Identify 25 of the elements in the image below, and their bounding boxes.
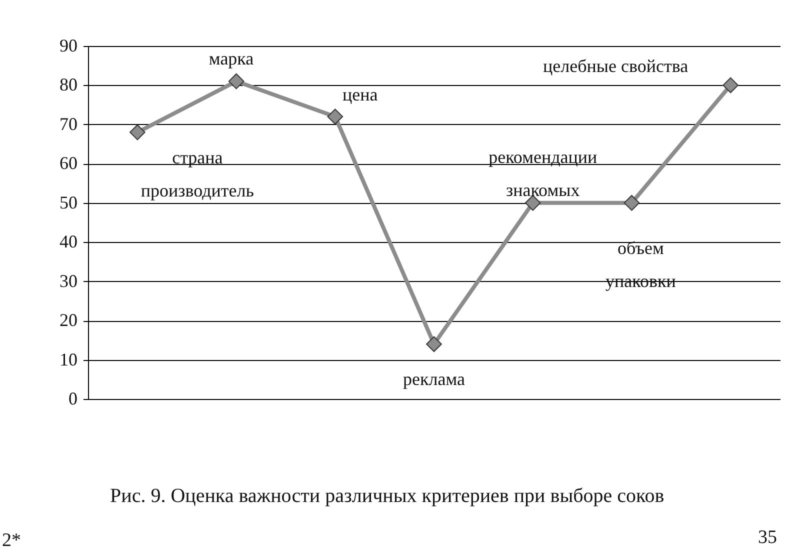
y-tick-label: 70: [60, 114, 78, 134]
y-tick-label: 0: [68, 388, 78, 408]
y-tick-label: 50: [60, 192, 78, 212]
point: [228, 73, 244, 90]
y-tick-label: 20: [60, 310, 78, 330]
text: 35: [758, 527, 777, 549]
annotation: реклама: [403, 369, 465, 390]
y-tick-label: 60: [60, 153, 78, 174]
annotation: цена: [342, 84, 378, 105]
annotation: марка: [208, 48, 254, 68]
y-tick-label: 30: [60, 270, 78, 291]
annotation: рекомендации знакомых: [488, 146, 598, 200]
y-tick-label: 80: [60, 74, 78, 95]
point: [722, 77, 738, 94]
y-tick-label: 40: [60, 232, 78, 252]
y-tick-label: 90: [60, 36, 78, 56]
point: [327, 108, 344, 125]
text: Рис. 9. Оценка важности различных критериев при выборе соков: [110, 485, 664, 508]
y-tick-label: 10: [60, 349, 78, 370]
annotation: целебные свойства: [543, 56, 688, 76]
annotation: страна производитель: [140, 147, 254, 200]
point: [624, 194, 640, 211]
point: [426, 336, 442, 352]
text: 2*: [2, 530, 21, 552]
point: [130, 124, 146, 140]
